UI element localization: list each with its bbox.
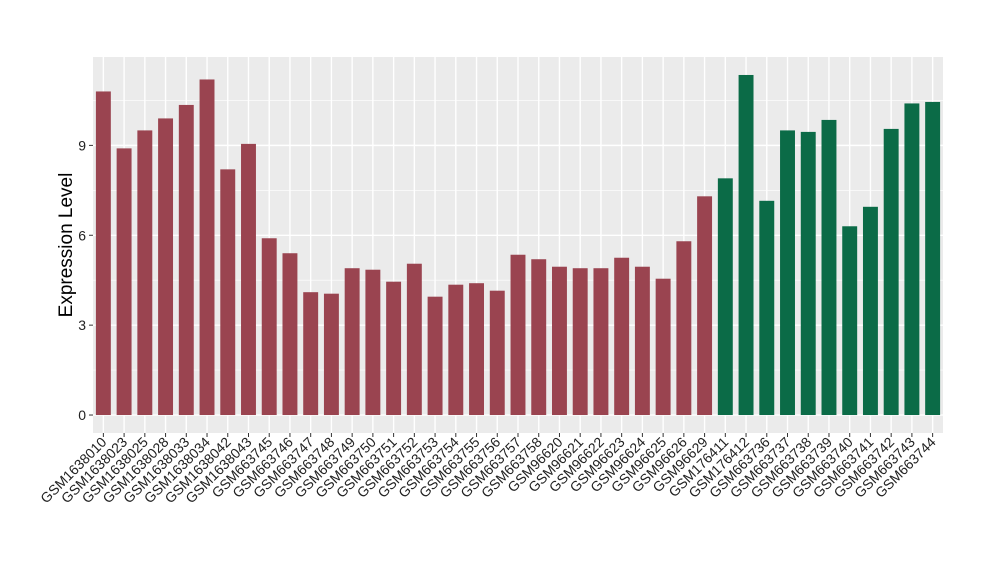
y-tick-label: 3	[78, 317, 86, 333]
bar-GSM663747	[303, 292, 319, 416]
bar-GSM663753	[427, 296, 443, 416]
bar-GSM96620	[552, 266, 567, 416]
bar-GSM96622	[593, 268, 609, 416]
bar-GSM1638028	[158, 118, 174, 416]
bar-GSM96629	[697, 196, 713, 416]
y-axis: 0 3 6 9	[78, 137, 93, 423]
bar-GSM663738	[800, 131, 816, 416]
bar-GSM663757	[510, 254, 526, 416]
bar-GSM663756	[489, 290, 505, 416]
bar-GSM663755	[469, 283, 484, 416]
y-tick-label: 9	[78, 137, 86, 153]
bar-GSM1638010	[95, 91, 111, 416]
bar-GSM663758	[531, 259, 547, 416]
bar-GSM1638042	[220, 169, 236, 416]
y-tick-label: 0	[78, 407, 86, 423]
bar-GSM663744	[925, 101, 941, 416]
bar-GSM663754	[448, 284, 464, 416]
bar-GSM96626	[676, 241, 692, 416]
bar-GSM96621	[572, 268, 588, 416]
bar-GSM1638034	[199, 79, 215, 416]
bar-GSM663737	[780, 130, 795, 416]
bar-GSM663739	[821, 119, 837, 416]
bar-GSM1638043	[241, 143, 256, 416]
bars	[95, 74, 941, 416]
bar-GSM663740	[842, 226, 858, 416]
bar-GSM663752	[406, 263, 422, 416]
bar-GSM176411	[717, 178, 733, 416]
bar-GSM176412	[738, 74, 754, 416]
y-tick-label: 6	[78, 227, 86, 243]
bar-GSM1638023	[116, 148, 132, 416]
bar-GSM663741	[862, 206, 878, 416]
bar-GSM96624	[634, 266, 650, 416]
bar-GSM663745	[261, 238, 277, 416]
bar-GSM1638025	[137, 130, 153, 416]
bar-GSM663749	[344, 268, 360, 416]
bar-GSM663736	[759, 200, 775, 416]
bar-GSM96623	[614, 257, 630, 416]
x-axis: GSM1638010GSM1638023GSM1638025GSM1638028…	[37, 433, 939, 506]
bar-GSM663746	[282, 253, 298, 416]
y-axis-title: Expression Level	[56, 173, 77, 318]
bar-GSM663750	[365, 269, 381, 416]
bar-GSM663742	[883, 128, 899, 416]
bar-GSM663743	[904, 103, 920, 416]
bar-GSM663748	[323, 293, 339, 416]
bar-GSM1638033	[178, 104, 194, 416]
bar-GSM96625	[655, 278, 671, 416]
bar-GSM663751	[386, 281, 402, 416]
